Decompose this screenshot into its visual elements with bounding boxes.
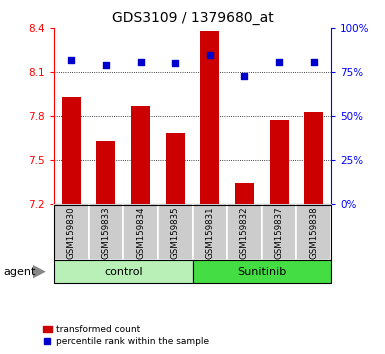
Bar (227, 205, 262, 260)
Bar (62, 97, 81, 204)
Bar (270, 120, 289, 204)
Bar (96, 141, 116, 204)
Bar (200, 31, 219, 204)
Bar (54, 260, 192, 283)
Text: GSM159837: GSM159837 (275, 206, 284, 259)
Bar (54, 205, 89, 260)
Bar (89, 205, 123, 260)
Text: GSM159834: GSM159834 (136, 206, 145, 259)
Text: Sunitinib: Sunitinib (237, 267, 286, 277)
Text: GSM159832: GSM159832 (240, 206, 249, 259)
Point (207, 52, 213, 57)
Point (137, 59, 144, 64)
Text: GSM159833: GSM159833 (101, 206, 110, 259)
Text: GSM159835: GSM159835 (171, 206, 180, 259)
Bar (166, 133, 185, 204)
Text: GSM159830: GSM159830 (67, 206, 76, 259)
Bar (192, 205, 227, 260)
Bar (262, 205, 296, 260)
Text: GSM159838: GSM159838 (309, 206, 318, 259)
Bar (304, 112, 323, 204)
Bar (296, 205, 331, 260)
Bar (158, 205, 192, 260)
Text: control: control (104, 267, 142, 277)
Text: GDS3109 / 1379680_at: GDS3109 / 1379680_at (112, 11, 273, 25)
Polygon shape (33, 265, 46, 279)
Point (172, 61, 178, 66)
Bar (123, 205, 158, 260)
Point (276, 59, 282, 64)
Text: GSM159831: GSM159831 (205, 206, 214, 259)
Point (311, 59, 317, 64)
Point (241, 73, 248, 79)
Legend: transformed count, percentile rank within the sample: transformed count, percentile rank withi… (39, 321, 213, 349)
Point (103, 62, 109, 68)
Bar (131, 106, 150, 204)
Bar (235, 183, 254, 204)
Point (68, 57, 74, 63)
Bar (192, 260, 331, 283)
Text: agent: agent (4, 267, 36, 277)
